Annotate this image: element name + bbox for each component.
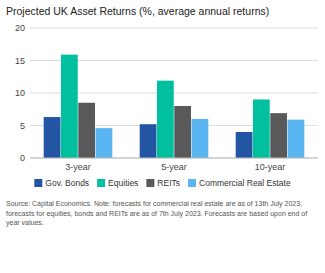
background [0,0,325,273]
x-axis [30,158,318,159]
y-tick-label: 10 [15,88,25,98]
grid [30,28,318,158]
legend-label: Equities [108,178,138,188]
legend: Gov. Bonds Equities REITs Commercial Real E… [34,178,291,188]
source-note: Source: Capital Economics. Note: forecas… [6,200,307,227]
chart: Projected UK Asset Returns (%, average a… [0,0,325,273]
legend-label: Gov. Bonds [45,178,89,188]
bar [78,103,95,158]
grid-line [30,158,318,159]
bar [270,113,287,158]
x-tick-label: 10-year [255,162,286,172]
legend-item: REITs [146,178,180,188]
y-tick-label: 20 [15,23,25,33]
y-tick-label: 15 [15,56,25,66]
bar [44,117,61,158]
x-tick-label: 3-year [65,162,91,172]
bar [96,128,113,158]
y-tick-label: 0 [20,153,25,163]
title: Projected UK Asset Returns (%, average a… [6,5,269,17]
legend-item: Commercial Real Estate [188,178,291,188]
legend-item: Equities [97,178,138,188]
bar [157,81,174,158]
legend-swatch [146,179,154,187]
bar [288,120,305,158]
bar [192,119,209,158]
bar [236,132,253,158]
grid-line [30,28,318,29]
bar [253,100,270,159]
legend-item: Gov. Bonds [34,178,89,188]
legend-label: REITs [157,178,180,188]
legend-swatch [188,179,196,187]
bar [61,55,78,158]
bars [44,55,305,158]
y-tick-label: 5 [20,121,25,131]
legend-swatch [34,179,42,187]
legend-swatch [97,179,105,187]
legend-label: Commercial Real Estate [199,178,291,188]
bar [140,124,157,158]
bar [174,106,191,158]
x-tick-label: 5-year [161,162,187,172]
